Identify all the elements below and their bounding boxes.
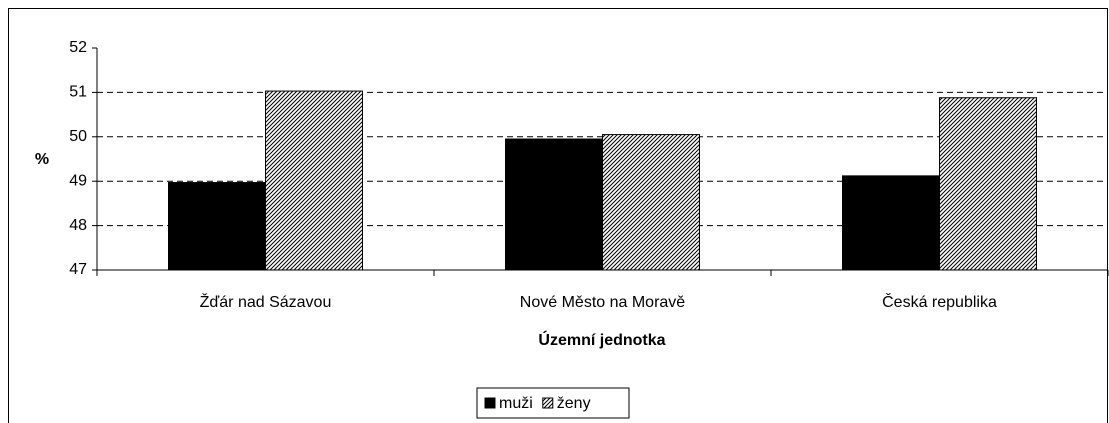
legend-swatch xyxy=(484,397,496,409)
x-tick-label: Česká republika xyxy=(882,292,997,311)
bar xyxy=(842,175,940,271)
legend-label: muži xyxy=(499,395,533,412)
bar xyxy=(265,90,363,271)
bar xyxy=(168,182,266,271)
y-tick-label: 50 xyxy=(69,128,87,145)
y-axis-label: % xyxy=(35,151,49,168)
x-axis-label: Územní jednotka xyxy=(538,330,665,349)
bar xyxy=(602,134,700,271)
y-tick-label: 49 xyxy=(69,172,87,189)
y-tick-label: 52 xyxy=(69,39,87,56)
x-tick-label: Nové Město na Moravě xyxy=(520,294,686,311)
legend-swatch xyxy=(542,397,554,409)
y-tick-label: 48 xyxy=(69,217,87,234)
y-tick-label: 51 xyxy=(69,84,87,101)
y-tick-label: 47 xyxy=(69,261,87,278)
bar xyxy=(505,138,603,271)
x-tick-label: Žďár nad Sázavou xyxy=(200,292,332,311)
legend-label: ženy xyxy=(557,395,591,412)
bar xyxy=(939,97,1037,271)
